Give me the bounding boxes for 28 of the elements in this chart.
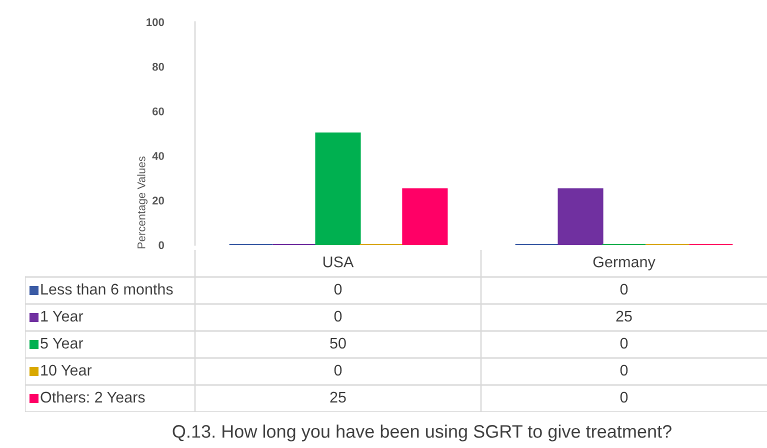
legend-label: Others: 2 Years	[40, 391, 145, 403]
data-label: 0	[334, 364, 342, 376]
legend-label: 5 Year	[40, 338, 84, 349]
legend-label: Less than 6 months	[41, 283, 173, 295]
y-tick-label: 40	[152, 152, 164, 160]
bar	[402, 188, 448, 245]
bar	[315, 132, 361, 245]
y-tick-label: 20	[152, 196, 164, 205]
data-label: 0	[620, 364, 628, 376]
x-tick-label: USA	[323, 256, 354, 268]
text: Q.13. How long you have been using SGRT to give treatment?	[172, 424, 672, 442]
data-label: 0	[620, 284, 628, 295]
legend-label: 1 Year	[41, 310, 84, 322]
data-label: 0	[334, 310, 342, 322]
data-label: 50	[330, 338, 346, 349]
x-tick-label: Germany	[593, 256, 656, 270]
data-label: 0	[334, 284, 342, 295]
y-tick-label: 100	[146, 18, 164, 26]
y-axis-title: Percentage Values	[137, 156, 148, 248]
data-label: 0	[620, 338, 628, 349]
bar	[558, 188, 604, 245]
data-label: 25	[330, 392, 346, 403]
legend-label: 10 Year	[41, 364, 92, 376]
data-label: 25	[616, 310, 632, 322]
y-tick-label: 80	[152, 62, 164, 71]
y-tick-label: 0	[158, 241, 164, 250]
y-tick-label: 60	[152, 107, 164, 116]
data-label: 0	[620, 392, 628, 403]
